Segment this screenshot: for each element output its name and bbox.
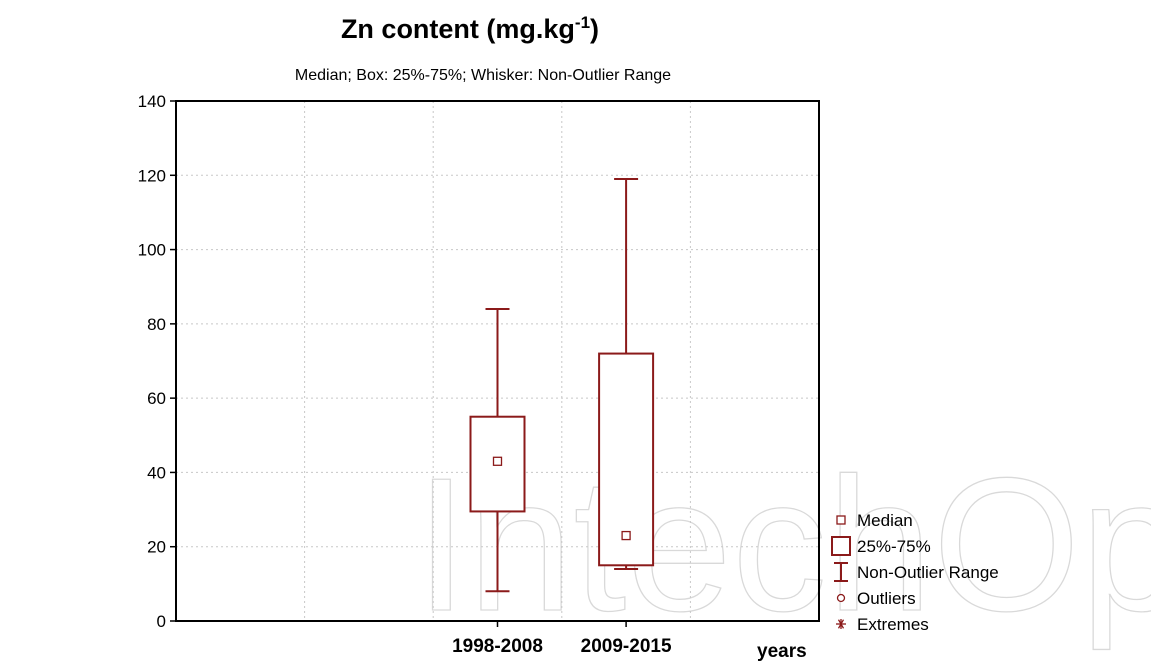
legend: Median 25%-75% Non-Outlier Range Outliers Ex…: [831, 511, 999, 634]
iqr-box: [598, 352, 655, 567]
y-tick-label: 120: [138, 166, 166, 185]
chart-title: Zn content (mg.kg-1): [341, 13, 599, 44]
legend-extreme-symbol: [836, 619, 846, 629]
y-tick-label: 40: [147, 463, 166, 482]
median-marker: [621, 530, 631, 541]
box-series: [469, 178, 655, 593]
legend-label: Non-Outlier Range: [857, 563, 999, 582]
legend-label: 25%-75%: [857, 537, 931, 556]
watermark: IntechOpen: [415, 439, 1151, 651]
y-tick-label: 20: [147, 538, 166, 557]
x-axis: 1998-2008 2009-2015: [452, 621, 672, 657]
y-tick-label: 140: [138, 92, 166, 111]
legend-median-symbol: [836, 515, 846, 525]
chart-subtitle: Median; Box: 25%-75%; Whisker: Non-Outli…: [295, 67, 671, 84]
y-axis: 0 20 40 60 80 100 120 140: [138, 92, 176, 631]
legend-label: Median: [857, 511, 913, 530]
x-category-label: 2009-2015: [581, 636, 672, 657]
chart-title-suffix: ): [590, 14, 599, 44]
chart-title-superscript: -1: [575, 13, 590, 32]
y-tick-label: 100: [138, 241, 166, 260]
x-category-label: 1998-2008: [452, 636, 543, 657]
y-tick-label: 80: [147, 315, 166, 334]
legend-label: Extremes: [857, 615, 929, 634]
median-marker: [492, 456, 503, 466]
x-axis-label: years: [757, 641, 807, 662]
y-tick-label: 60: [147, 389, 166, 408]
chart-title-main: Zn content (mg.kg: [341, 14, 575, 44]
legend-label: Outliers: [857, 589, 916, 608]
y-tick-label: 0: [157, 612, 166, 631]
legend-outlier-symbol: [836, 593, 846, 603]
legend-box-symbol: [831, 536, 851, 556]
